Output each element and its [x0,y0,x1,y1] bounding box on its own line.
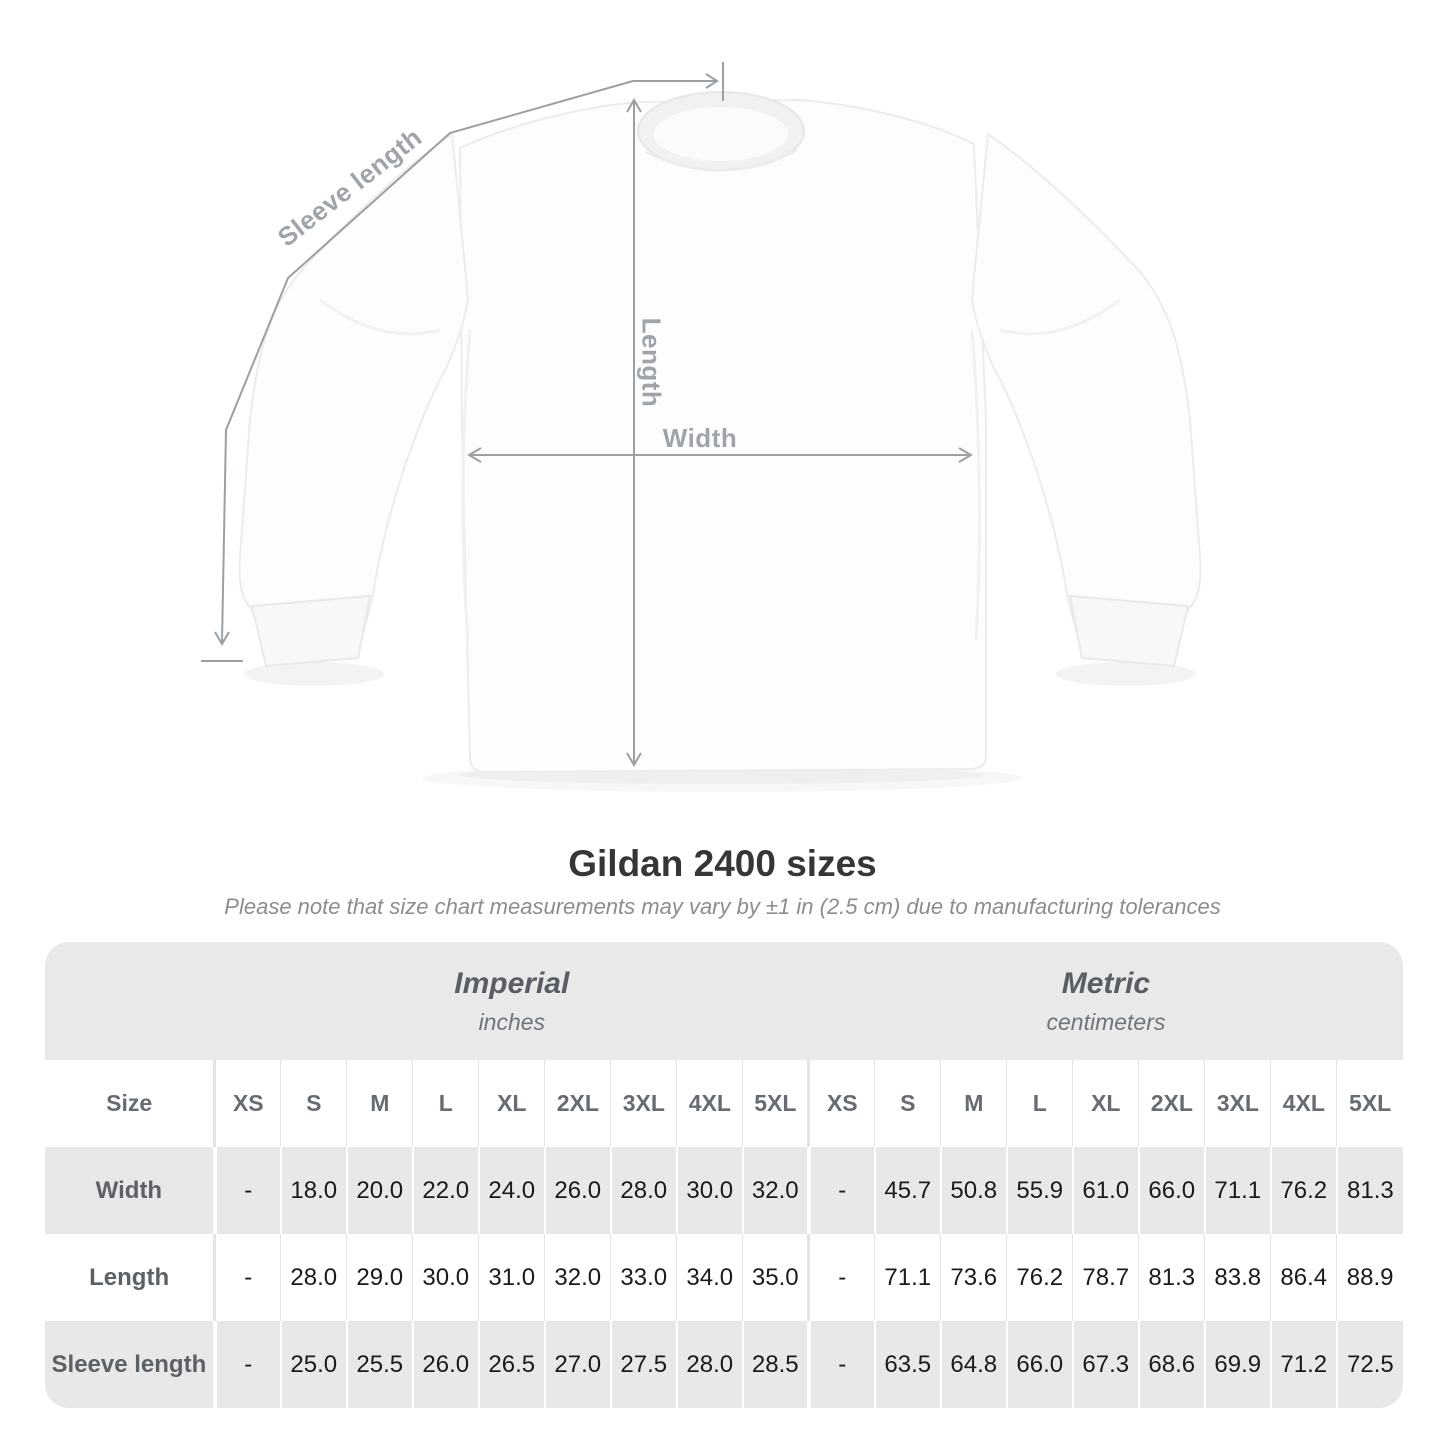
value-cell-imperial: 28.0 [610,1147,678,1234]
header-metric-s: S [874,1060,942,1147]
length-label: Length [636,317,667,408]
row-label: Width [45,1147,217,1234]
units-band: Imperial inches Metric centimeters [45,942,1403,1060]
value-cell-imperial: 34.0 [676,1234,744,1321]
value-cell-metric: 64.8 [940,1321,1008,1408]
header-imperial-5xl: 5XL [742,1060,811,1147]
header-metric-5xl: 5XL [1349,1090,1392,1116]
value-cell-imperial: 26.5 [478,1321,546,1408]
value-cell-metric: 71.1 [874,1234,942,1321]
imperial-label: Imperial [454,966,570,1000]
value-cell-metric: 76.2 [1270,1147,1338,1234]
value-cell-metric: 50.8 [940,1147,1008,1234]
header-imperial-4xl: 4XL [676,1060,744,1147]
value-cell-metric: 78.7 [1072,1234,1140,1321]
header-metric-l: L [1006,1060,1074,1147]
value-cell-imperial: 18.0 [280,1147,348,1234]
value-cell-metric: - [808,1147,876,1234]
value-cell-metric: 83.8 [1204,1234,1272,1321]
shirt-size-diagram: Sleeve length Length Width [201,62,1202,792]
metric-unit: centimeters [1046,1008,1166,1035]
value-cell-imperial: 28.0 [676,1321,744,1408]
header-metric-3xl: 3XL [1204,1060,1272,1147]
value-cell-metric: 61.0 [1072,1147,1140,1234]
measurement-row-sleeve-length: Sleeve length -25.0 25.5 26.0 26.5 27.0 27.5 28… [45,1321,1403,1408]
header-imperial-xl: XL [478,1060,546,1147]
value-cell-imperial: 25.0 [280,1321,348,1408]
value-cell-metric: 45.7 [874,1147,942,1234]
value-cell-metric: 81.3 [1138,1234,1206,1321]
value-cell-metric: - [808,1321,876,1408]
metric-group-header: Metric centimeters [809,942,1403,1060]
value-cell-imperial: 27.0 [544,1321,612,1408]
value-cell-metric: 66.0 [1138,1147,1206,1234]
header-imperial-s: S [280,1060,348,1147]
header-metric-xs: XS [808,1060,876,1147]
value-cell-imperial: 31.0 [478,1234,546,1321]
tolerance-note: Please note that size chart measurements… [224,894,1221,919]
header-metric-m: M [940,1060,1008,1147]
value-cell-metric: - [808,1234,876,1321]
size-column-header: Size [45,1060,217,1147]
size-header-row: Size XS S M L XL 2XL 3XL 4XL 5XL XS S M L XL 2XL 3XL 4XL 5… [45,1060,1403,1147]
shirt-shape [238,91,1202,792]
page-title: Gildan 2400 sizes [568,843,877,884]
value-cell-imperial: 32.0 [544,1234,612,1321]
value-cell-metric: 81.3 [1347,1176,1394,1204]
value-cell-metric: 66.0 [1006,1321,1074,1408]
value-cell-metric: 86.4 [1270,1234,1338,1321]
value-cell-metric: 73.6 [940,1234,1008,1321]
header-imperial-xs: XS [214,1060,282,1147]
header-imperial-3xl: 3XL [610,1060,678,1147]
value-cell-imperial: 29.0 [346,1234,414,1321]
value-cell-metric: 72.5 [1347,1350,1394,1378]
value-cell-imperial: 35.0 [742,1234,811,1321]
value-cell-imperial: 24.0 [478,1147,546,1234]
value-cell-imperial: 22.0 [412,1147,480,1234]
value-cell-imperial: - [214,1321,282,1408]
metric-label: Metric [1061,966,1151,1000]
value-cell-metric: 68.6 [1138,1321,1206,1408]
measurement-row-width: Width -18.0 20.0 22.0 24.0 26.0 28.0 30.0 32.0-4… [45,1147,1403,1234]
value-cell-imperial: 30.0 [676,1147,744,1234]
value-cell-metric: 71.2 [1270,1321,1338,1408]
measurement-arrows [201,62,973,767]
value-cell-imperial: - [214,1147,282,1234]
measurement-row-length: Length -28.0 29.0 30.0 31.0 32.0 33.0 34.0 35.0-… [45,1234,1403,1321]
value-cell-metric: 88.9 [1346,1263,1394,1291]
header-metric-2xl: 2XL [1138,1060,1206,1147]
value-cell-imperial: 30.0 [412,1234,480,1321]
value-cell-imperial: 33.0 [610,1234,678,1321]
header-imperial-l: L [412,1060,480,1147]
value-cell-imperial: 32.0 [742,1147,811,1234]
imperial-unit: inches [478,1008,546,1035]
value-cell-imperial: 20.0 [346,1147,414,1234]
value-cell-imperial: 28.0 [280,1234,348,1321]
row-label: Sleeve length [45,1321,217,1408]
value-cell-metric: 69.9 [1204,1321,1272,1408]
value-cell-imperial: 25.5 [346,1321,414,1408]
value-cell-metric: 76.2 [1006,1234,1074,1321]
header-imperial-2xl: 2XL [544,1060,612,1147]
value-cell-imperial: 26.0 [412,1321,480,1408]
shirt-illustration [201,62,1202,792]
width-label: Width [662,423,738,453]
value-cell-metric: 71.1 [1204,1147,1272,1234]
header-imperial-m: M [346,1060,414,1147]
imperial-group-header: Imperial inches [215,942,809,1060]
header-metric-xl: XL [1072,1060,1140,1147]
value-cell-imperial: - [214,1234,282,1321]
header-metric-4xl: 4XL [1270,1060,1338,1147]
size-table-body: Width -18.0 20.0 22.0 24.0 26.0 28.0 30.0 32.0-4… [45,1147,1403,1408]
row-label: Length [45,1234,217,1321]
value-cell-metric: 55.9 [1006,1147,1074,1234]
value-cell-metric: 63.5 [874,1321,942,1408]
value-cell-metric: 67.3 [1072,1321,1140,1408]
value-cell-imperial: 27.5 [610,1321,678,1408]
value-cell-imperial: 28.5 [742,1321,811,1408]
size-chart-card: Imperial inches Metric centimeters Size X… [45,942,1403,1408]
value-cell-imperial: 26.0 [544,1147,612,1234]
size-table: Size XS S M L XL 2XL 3XL 4XL 5XL XS S M L XL 2XL 3XL 4XL 5… [45,1060,1403,1408]
